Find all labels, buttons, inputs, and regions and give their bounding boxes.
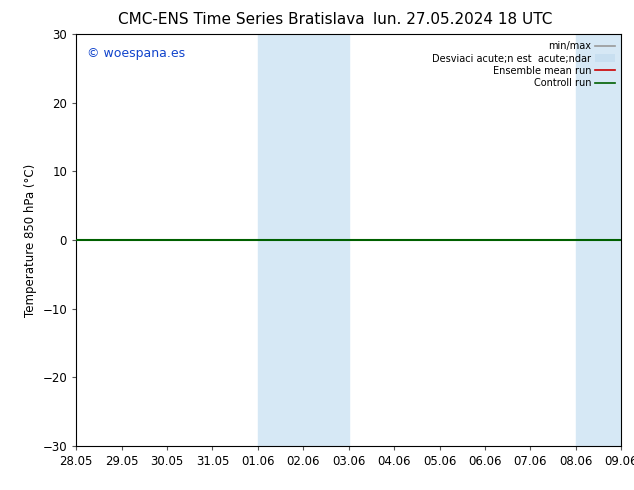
Legend: min/max, Desviaci acute;n est  acute;ndar, Ensemble mean run, Controll run: min/max, Desviaci acute;n est acute;ndar…	[430, 39, 616, 90]
Bar	[258, 34, 349, 446]
Y-axis label: Temperature 850 hPa (°C): Temperature 850 hPa (°C)	[23, 164, 37, 317]
Text: CMC-ENS Time Series Bratislava: CMC-ENS Time Series Bratislava	[118, 12, 364, 27]
Text: © woespana.es: © woespana.es	[87, 47, 185, 60]
Bar	[576, 34, 621, 446]
Text: lun. 27.05.2024 18 UTC: lun. 27.05.2024 18 UTC	[373, 12, 552, 27]
